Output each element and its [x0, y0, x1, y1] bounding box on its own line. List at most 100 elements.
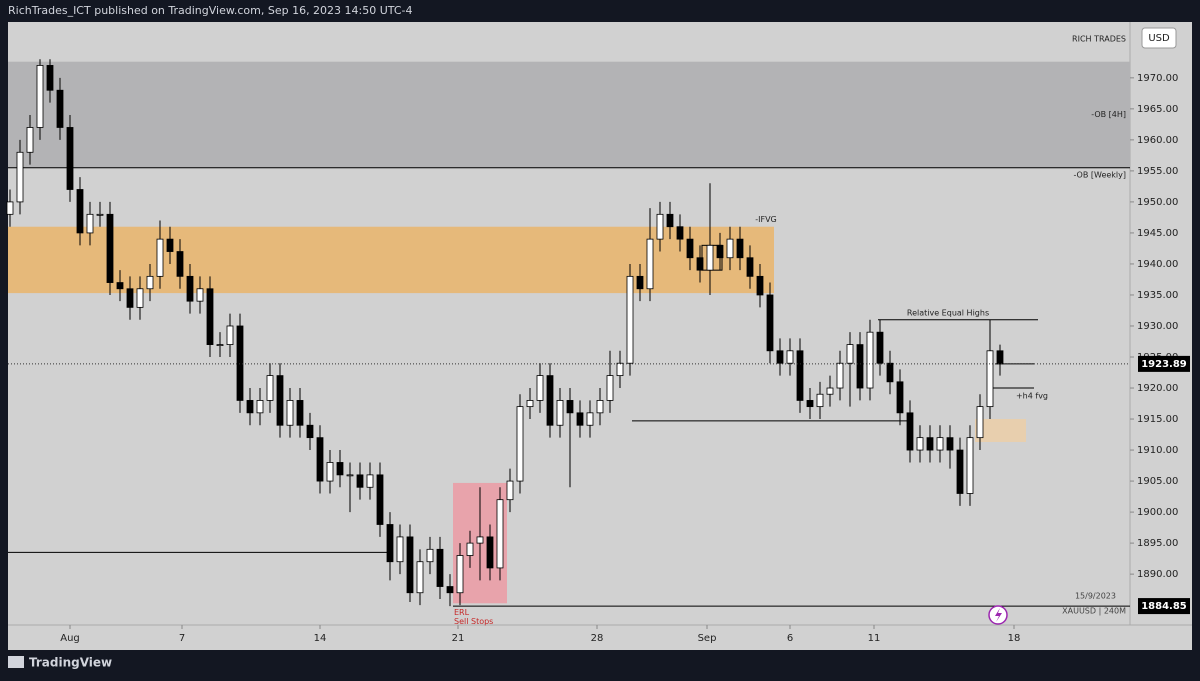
candle-body [556, 400, 564, 426]
x-tick-label: 6 [787, 633, 793, 644]
candle-body [136, 288, 144, 308]
candle-body [546, 375, 554, 426]
candle-body [636, 275, 644, 290]
candle-body [96, 213, 104, 216]
candle-body [86, 213, 94, 234]
low-level-label: 1884.85 [1141, 601, 1187, 612]
candle-body [296, 400, 304, 426]
candle-body [946, 437, 954, 451]
y-tick-label: 1895.00 [1137, 538, 1178, 549]
candle-body [876, 331, 884, 364]
candle-body [126, 288, 134, 308]
symbol-label: XAUUSD | 240M [1062, 607, 1126, 616]
y-tick-label: 1935.00 [1137, 290, 1178, 301]
x-tick-label: Aug [60, 633, 80, 644]
plot: -OB [4H] 1890.00 1895.00 1900.00 1905.00 1910… [6, 59, 1190, 644]
candle-body [186, 275, 194, 302]
candle-body [506, 480, 514, 501]
candle-body [756, 275, 764, 296]
candle-body [896, 381, 904, 414]
candle-body [276, 375, 284, 426]
candle-body [256, 400, 264, 414]
candle-body [486, 536, 494, 569]
y-tick-label: 1900.00 [1137, 507, 1178, 518]
candle-body [326, 462, 334, 482]
y-tick-label: 1940.00 [1137, 259, 1178, 270]
candle-body [146, 275, 154, 290]
candle-body [736, 238, 744, 259]
brand-logo [8, 656, 24, 668]
erl-label: Sell Stops [454, 617, 493, 626]
candle-body [596, 400, 604, 414]
candle-body [166, 238, 174, 252]
candle-body [216, 344, 224, 346]
level-label: +h4 fvg [1016, 392, 1048, 401]
candle-body [906, 412, 914, 451]
zone-label: -OB [4H] [1091, 110, 1126, 119]
candle-body [746, 257, 754, 277]
last-price-box [1138, 355, 1190, 372]
candle-body [936, 437, 944, 451]
candle-body [386, 524, 394, 563]
zone [8, 226, 774, 294]
y-tick-label: 1960.00 [1137, 135, 1178, 146]
last-price-label: 1923.89 [1141, 359, 1187, 370]
candle-body [886, 362, 894, 383]
candle-body [436, 548, 444, 587]
date-label: 15/9/2023 [1075, 592, 1116, 601]
ifvg-label: -IFVG [755, 215, 777, 224]
candle-body [526, 400, 534, 408]
candle-body [236, 325, 244, 401]
y-tick-label: 1905.00 [1137, 476, 1178, 487]
candle-body [836, 362, 844, 389]
candle-body [976, 406, 984, 439]
candle-body [406, 536, 414, 594]
candle-body [356, 474, 364, 488]
candle-body [586, 412, 594, 426]
candle-body [416, 561, 424, 594]
candle-body [796, 350, 804, 401]
candle-body [76, 189, 84, 234]
watermark: RICH TRADES [1072, 35, 1126, 44]
x-tick-label: 7 [179, 633, 185, 644]
candle-body [626, 275, 634, 364]
candle-body [916, 437, 924, 451]
candle-body [206, 288, 214, 345]
candle-body [106, 213, 114, 283]
candle-body [536, 375, 544, 401]
y-tick-label: 1930.00 [1137, 321, 1178, 332]
erl-label: ERL [454, 608, 470, 617]
candle-body [366, 474, 374, 488]
candle-body [226, 325, 234, 345]
currency[interactable]: USD [1148, 33, 1170, 44]
candle-body [46, 65, 54, 91]
zone [8, 61, 1130, 168]
candle-body [116, 282, 124, 290]
candle-body [726, 238, 734, 259]
candle-body [656, 213, 664, 240]
level-label: Relative Equal Highs [907, 308, 989, 317]
candle-body [606, 375, 614, 401]
candle-body [56, 89, 64, 128]
x-tick-label: 14 [314, 633, 327, 644]
candle-body [666, 213, 674, 228]
candle-body [826, 387, 834, 395]
currency-button[interactable] [1141, 27, 1177, 49]
candle-body [306, 424, 314, 439]
candle-body [66, 127, 74, 190]
x-tick-label: 28 [591, 633, 604, 644]
x-tick-label: 21 [452, 633, 465, 644]
candle-body [6, 201, 14, 215]
candle-body [476, 536, 484, 544]
y-tick-label: 1950.00 [1137, 197, 1178, 208]
candle-body [26, 127, 34, 153]
candle-body [516, 406, 524, 482]
candle-body [496, 499, 504, 569]
candle-body [716, 244, 724, 259]
candle-body [346, 474, 354, 477]
candle-body [16, 151, 24, 203]
x-tick-label: 18 [1008, 633, 1021, 644]
candle-body [766, 294, 774, 352]
